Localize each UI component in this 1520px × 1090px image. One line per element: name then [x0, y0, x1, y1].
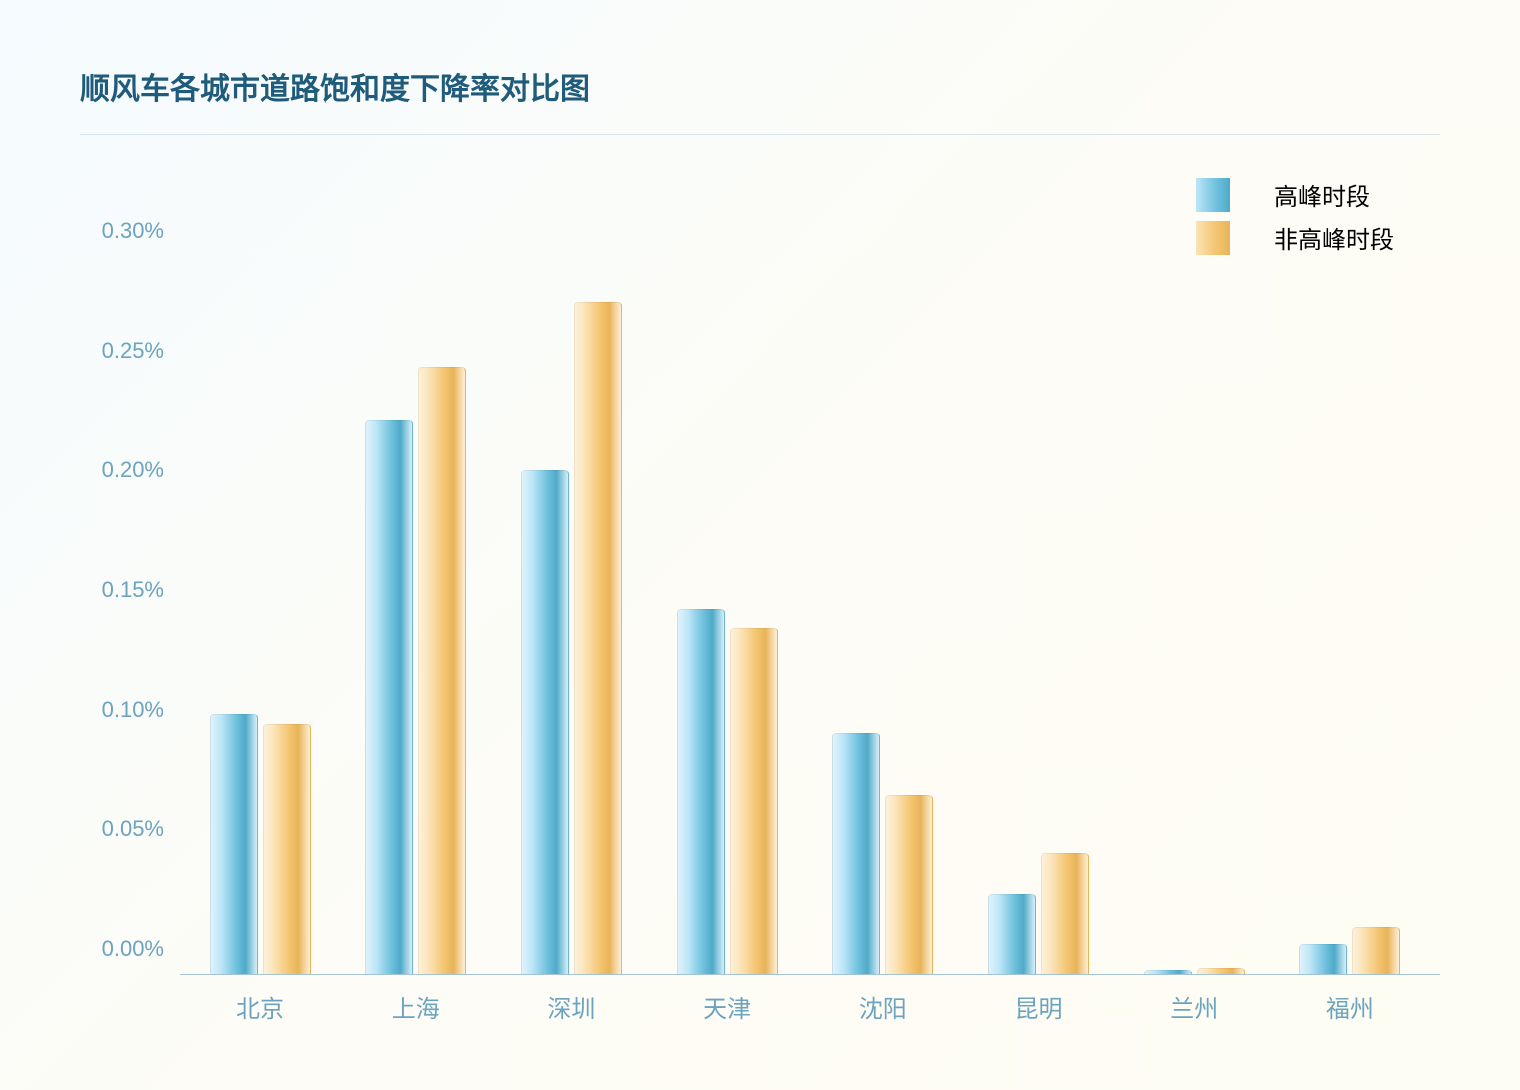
bar-wrap: [1197, 185, 1245, 975]
x-axis-label: 兰州: [1144, 989, 1244, 1024]
y-tick-label: 0.00%: [102, 936, 180, 962]
bar-peak: [521, 470, 569, 975]
x-axis-label: 北京: [210, 989, 310, 1024]
bar-wrap: [1041, 185, 1089, 975]
bar-peak: [677, 609, 725, 975]
y-tick-label: 0.15%: [102, 577, 180, 603]
bar-wrap: [210, 185, 258, 975]
y-tick-label: 0.20%: [102, 457, 180, 483]
legend-swatch-peak: [1196, 178, 1230, 212]
x-axis-label: 天津: [677, 989, 777, 1024]
bar-offpeak: [730, 628, 778, 975]
bar-wrap: [677, 185, 725, 975]
x-axis-label: 福州: [1300, 989, 1400, 1024]
bar-group: [1144, 185, 1244, 975]
chart-container: 顺风车各城市道路饱和度下降率对比图 0.00%0.05%0.10%0.15%0.…: [0, 0, 1520, 1090]
bar-peak: [988, 894, 1036, 975]
bar-wrap: [832, 185, 880, 975]
bar-wrap: [1299, 185, 1347, 975]
y-tick-label: 0.25%: [102, 338, 180, 364]
chart-title: 顺风车各城市道路饱和度下降率对比图: [80, 64, 1440, 108]
legend: 高峰时段 非高峰时段: [1196, 177, 1404, 255]
title-divider: [80, 134, 1440, 135]
x-axis-label: 沈阳: [833, 989, 933, 1024]
bar-peak: [832, 733, 880, 975]
bar-wrap: [1352, 185, 1400, 975]
y-tick-label: 0.05%: [102, 816, 180, 842]
bar-wrap: [885, 185, 933, 975]
y-tick-label: 0.10%: [102, 697, 180, 723]
bar-wrap: [1144, 185, 1192, 975]
chart-outer: 0.00%0.05%0.10%0.15%0.20%0.25%0.30% 北京上海…: [80, 155, 1440, 1035]
x-axis-label: 昆明: [989, 989, 1089, 1024]
bar-peak: [365, 420, 413, 975]
x-axis-label: 深圳: [521, 989, 621, 1024]
bar-wrap: [521, 185, 569, 975]
bar-group: [521, 185, 621, 975]
bar-group: [1300, 185, 1400, 975]
bars-track: [210, 185, 1400, 975]
bar-wrap: [574, 185, 622, 975]
legend-label-peak: 高峰时段: [1274, 177, 1404, 212]
bar-offpeak: [418, 367, 466, 975]
bar-group: [366, 185, 466, 975]
bar-offpeak: [574, 302, 622, 975]
bar-group: [677, 185, 777, 975]
bar-group: [833, 185, 933, 975]
y-tick-label: 0.30%: [102, 218, 180, 244]
bar-group: [210, 185, 310, 975]
legend-label-offpeak: 非高峰时段: [1274, 220, 1404, 255]
bar-wrap: [988, 185, 1036, 975]
bar-wrap: [418, 185, 466, 975]
bar-wrap: [365, 185, 413, 975]
bar-offpeak: [263, 724, 311, 975]
chart-area: 0.00%0.05%0.10%0.15%0.20%0.25%0.30% 北京上海…: [80, 155, 1440, 1035]
x-axis-label: 上海: [366, 989, 466, 1024]
legend-swatch-offpeak: [1196, 221, 1230, 255]
legend-item-offpeak: 非高峰时段: [1196, 220, 1404, 255]
plot-region: 0.00%0.05%0.10%0.15%0.20%0.25%0.30%: [180, 185, 1440, 975]
bar-peak: [210, 714, 258, 975]
bar-wrap: [730, 185, 778, 975]
bar-group: [989, 185, 1089, 975]
bar-peak: [1299, 944, 1347, 975]
bar-offpeak: [1352, 927, 1400, 975]
x-axis-labels: 北京 上海 深圳 天津 沈阳 昆明 兰州 福州: [210, 975, 1400, 1035]
legend-item-peak: 高峰时段: [1196, 177, 1404, 212]
bar-offpeak: [885, 795, 933, 975]
bar-offpeak: [1041, 853, 1089, 975]
bar-wrap: [263, 185, 311, 975]
